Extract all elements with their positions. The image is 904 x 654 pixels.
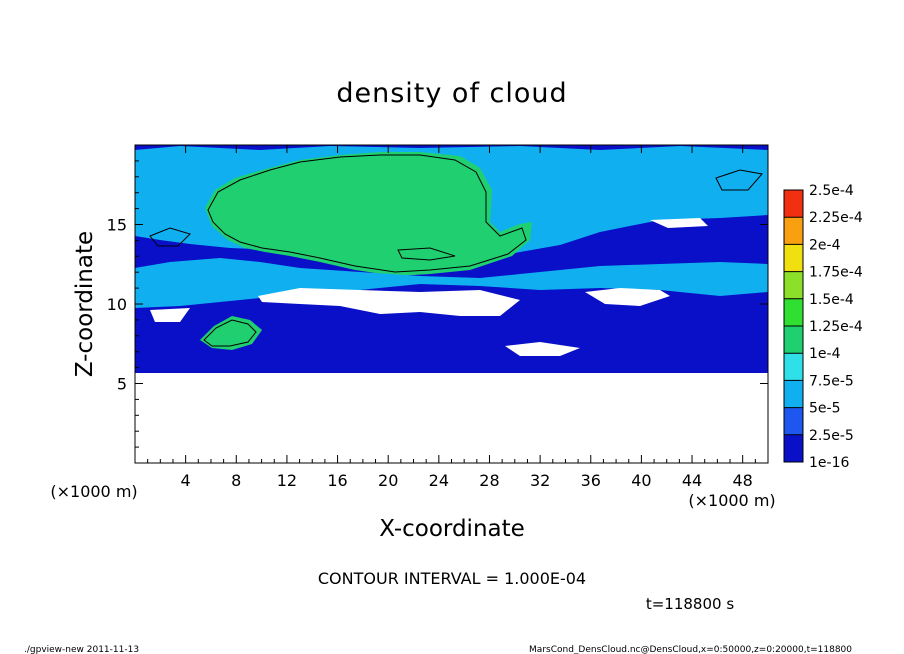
colorbar-cell xyxy=(784,190,803,218)
colorbar-cell xyxy=(784,407,803,435)
contour-topright xyxy=(715,169,763,191)
colorbar-label: 2.25e-4 xyxy=(809,210,863,226)
x-tick-label: 24 xyxy=(429,471,449,490)
colorbar-cell xyxy=(784,298,803,326)
contour-main xyxy=(207,154,527,273)
contour-left-upper xyxy=(149,227,191,247)
colorbar-label: 1e-16 xyxy=(809,455,849,471)
contour-left-patch xyxy=(203,319,257,347)
x-tick-label: 40 xyxy=(631,471,651,490)
gap-upper-right xyxy=(650,218,708,228)
colorbar-label: 1.75e-4 xyxy=(809,265,863,281)
gap-right xyxy=(585,288,670,306)
colorbar-cell xyxy=(784,434,803,462)
colorbar-label: 1e-4 xyxy=(809,346,841,362)
x-tick-label: 32 xyxy=(530,471,550,490)
colorbar-cell xyxy=(784,353,803,381)
colorbar-cell xyxy=(784,244,803,272)
contour-inner xyxy=(397,247,456,261)
x-unit-label: (×1000 m) xyxy=(688,491,775,510)
footer-program: ./gpview-new 2011-11-13 xyxy=(24,645,139,654)
x-tick-label: 20 xyxy=(378,471,398,490)
colorbar-cell xyxy=(784,271,803,299)
x-tick-label: 16 xyxy=(327,471,347,490)
x-tick-label: 8 xyxy=(231,471,241,490)
colorbar-label: 2e-4 xyxy=(809,237,841,253)
x-axis-ticks: 4 8 12 16 20 24 28 32 36 40 44 48 xyxy=(147,145,756,490)
x-tick-label: 44 xyxy=(682,471,702,490)
y-axis-label: Z-coordinate xyxy=(72,231,98,377)
colorbar-cell xyxy=(784,326,803,354)
x-axis-label: X-coordinate xyxy=(379,516,525,542)
contour-interval-note: CONTOUR INTERVAL = 1.000E-04 xyxy=(318,569,586,588)
colorbar-cell xyxy=(784,217,803,245)
x-tick-label: 48 xyxy=(733,471,753,490)
colorbar-label: 1.25e-4 xyxy=(809,319,863,335)
y-tick-label: 15 xyxy=(107,216,127,235)
y-axis-ticks: 5 10 15 xyxy=(107,160,768,448)
x-tick-label: 28 xyxy=(479,471,499,490)
y-unit-label: (×1000 m) xyxy=(50,482,137,501)
y-tick-label: 10 xyxy=(107,295,127,314)
gap-middle xyxy=(258,288,520,316)
density-field xyxy=(135,145,768,463)
x-tick-label: 12 xyxy=(277,471,297,490)
colorbar: 1e-16 2.5e-5 5e-5 7.5e-5 1e-4 1.25e-4 1.5e-4 1.… xyxy=(783,183,863,471)
region-middle-band xyxy=(135,258,768,308)
colorbar-label: 2.5e-4 xyxy=(809,183,854,199)
x-tick-label: 36 xyxy=(581,471,601,490)
chart-title: density of cloud xyxy=(336,78,567,109)
region-left-patch xyxy=(200,316,262,350)
footer-source: MarsCond_DensCloud.nc@DensCloud,x=0:5000… xyxy=(529,645,852,654)
colorbar-label: 2.5e-5 xyxy=(809,428,854,444)
region-lower-band xyxy=(135,318,768,373)
region-main-cloud xyxy=(205,152,532,276)
gap-lower xyxy=(505,342,580,356)
colorbar-cell xyxy=(784,380,803,408)
colorbar-label: 7.5e-5 xyxy=(809,373,854,389)
x-tick-label: 4 xyxy=(181,471,191,490)
colorbar-label: 1.5e-4 xyxy=(809,292,854,308)
colorbar-label: 5e-5 xyxy=(809,401,840,417)
time-label: t=118800 s xyxy=(646,595,734,613)
gap-left xyxy=(150,308,190,322)
y-tick-label: 5 xyxy=(117,375,127,394)
